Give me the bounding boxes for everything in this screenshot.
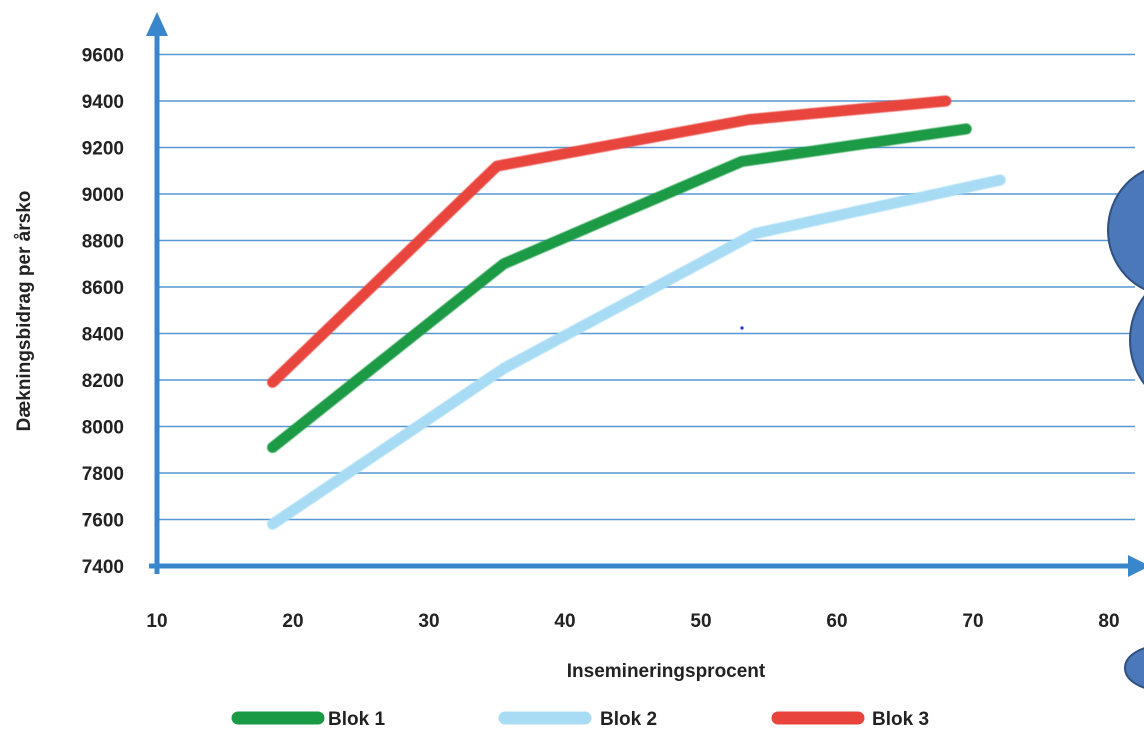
legend-label-2: Blok 2	[600, 709, 657, 730]
x-tick-label: 80	[1098, 611, 1119, 632]
x-tick-label: 20	[282, 611, 303, 632]
y-axis-arrow-icon	[146, 12, 168, 36]
x-axis-arrow-icon	[1128, 555, 1144, 577]
y-tick-label: 8800	[82, 232, 124, 253]
side-circle-upper	[1107, 169, 1144, 291]
y-axis-title: Dækningsbidrag per årsko	[14, 191, 35, 432]
series-line-3	[267, 95, 952, 388]
y-tick-label: 9000	[82, 185, 124, 206]
side-circle-bottom	[1124, 647, 1144, 689]
x-tick-label: 30	[418, 611, 439, 632]
tick-labels: 9600 9400 9200 9000 8800 8600 8400 8200 8000 7800…	[82, 46, 1120, 633]
y-tick-label: 9400	[82, 92, 124, 113]
side-shapes	[740, 169, 1144, 689]
axes	[146, 12, 1144, 577]
series-line-1	[267, 123, 972, 453]
y-tick-label: 7800	[82, 464, 124, 485]
x-tick-label: 40	[554, 611, 575, 632]
legend: Blok 1 Blok 2 Blok 3	[231, 709, 929, 730]
y-tick-label: 9600	[82, 46, 124, 67]
y-tick-label: 8000	[82, 418, 124, 439]
x-tick-label: 50	[690, 611, 711, 632]
x-axis-title: Insemineringsprocent	[567, 661, 766, 682]
y-tick-label: 7600	[82, 511, 124, 532]
stray-dot	[740, 326, 744, 330]
legend-label-3: Blok 3	[872, 709, 929, 730]
y-tick-label: 9200	[82, 139, 124, 160]
legend-label-1: Blok 1	[328, 709, 385, 730]
series-lines	[267, 95, 1006, 530]
y-tick-label: 7400	[82, 557, 124, 578]
x-tick-label: 70	[962, 611, 983, 632]
series-line-2	[267, 174, 1006, 530]
y-tick-label: 8400	[82, 325, 124, 346]
y-tick-label: 8200	[82, 371, 124, 392]
x-tick-label: 60	[826, 611, 847, 632]
y-tick-label: 8600	[82, 278, 124, 299]
x-tick-label: 10	[146, 611, 167, 632]
side-circle-lower	[1129, 295, 1144, 385]
